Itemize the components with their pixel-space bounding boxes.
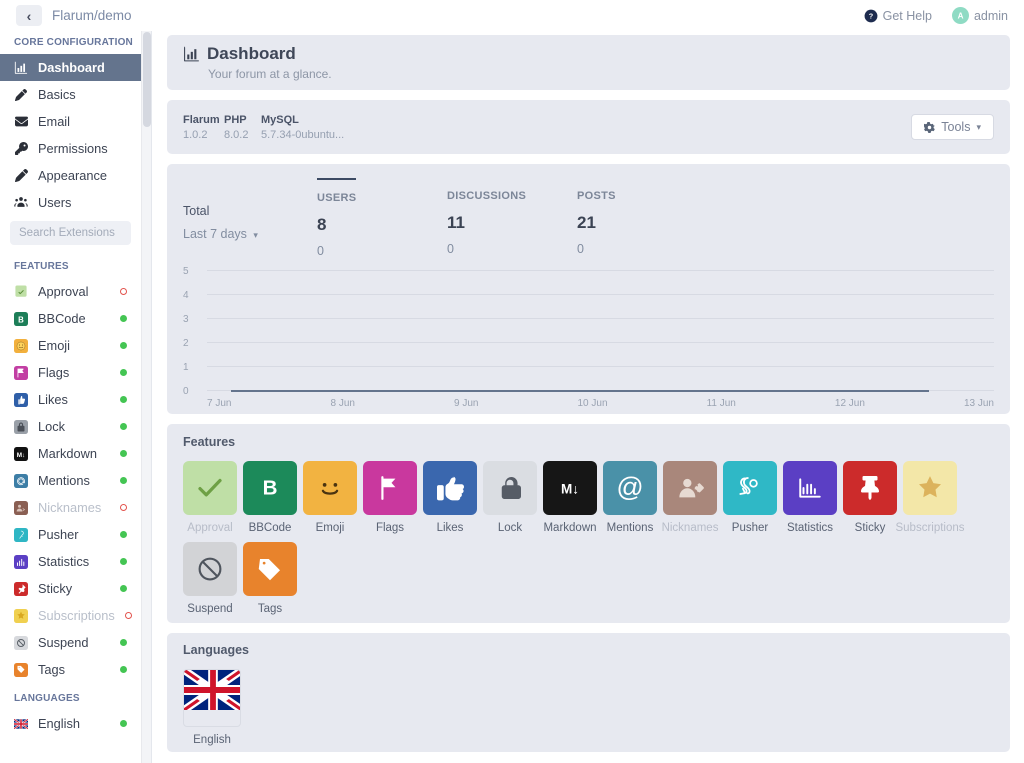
svg-text:M↓: M↓ (17, 451, 26, 458)
svg-text:@: @ (616, 472, 643, 502)
svg-text:M↓: M↓ (561, 482, 579, 497)
svg-text:B: B (263, 477, 278, 500)
svg-text:?: ? (868, 11, 873, 20)
svg-text:B: B (18, 315, 24, 324)
svg-text:A: A (958, 12, 964, 21)
